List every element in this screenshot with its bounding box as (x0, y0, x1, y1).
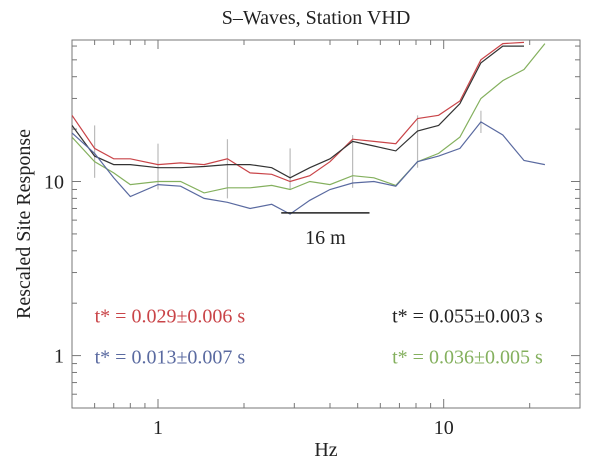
series-line-4 (72, 121, 546, 215)
y-tick-label: 1 (54, 346, 64, 368)
x-tick-label: 10 (434, 417, 454, 439)
t-star-annotation: t* = 0.055±0.003 s (392, 305, 543, 327)
series-line-1 (72, 41, 525, 183)
annotations: t* = 0.029±0.006 s t* = 0.013±0.007 s t* =… (95, 305, 543, 368)
series-layer (72, 41, 546, 215)
reference-segment: 16 m (281, 212, 370, 249)
y-axis-label: Rescaled Site Response (13, 129, 35, 319)
reference-segment-label: 16 m (305, 227, 346, 249)
series-line-2 (72, 45, 524, 179)
x-axis-label: Hz (314, 439, 337, 461)
y-tick-label: 10 (44, 172, 64, 194)
t-star-annotation: t* = 0.013±0.007 s (95, 347, 246, 369)
axis-ticks: 1 10 1 10 (44, 40, 581, 439)
chart-title: S–Waves, Station VHD (222, 7, 411, 29)
error-bars (94, 110, 482, 199)
x-tick-label: 1 (153, 417, 163, 439)
t-star-annotation: t* = 0.036±0.005 s (392, 347, 543, 369)
series-line-3 (72, 43, 546, 194)
t-star-annotation: t* = 0.029±0.006 s (95, 305, 246, 327)
plot-frame (71, 39, 581, 409)
